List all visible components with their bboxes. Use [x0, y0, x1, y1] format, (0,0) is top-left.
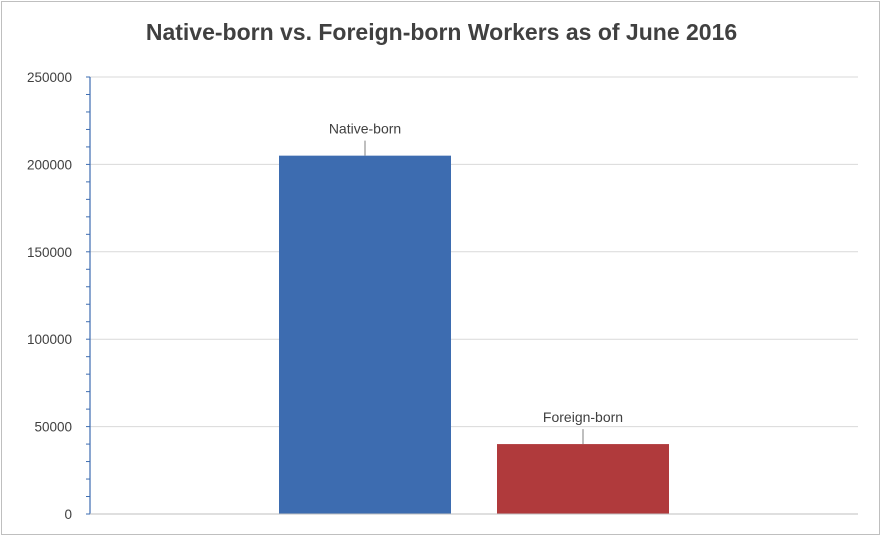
y-tick-label: 200000	[27, 157, 72, 172]
y-tick-label: 50000	[34, 420, 72, 435]
y-tick-label: 150000	[27, 245, 72, 260]
y-tick-label: 100000	[27, 332, 72, 347]
y-tick-label: 250000	[27, 70, 72, 85]
gridlines	[90, 76, 858, 428]
bars	[279, 155, 669, 514]
y-axis-ticks: 0 50000 100000 150000 200000 250000	[27, 70, 90, 522]
data-label: Foreign-born	[543, 409, 623, 425]
y-tick-label: 0	[64, 507, 72, 522]
data-label: Native-born	[329, 121, 401, 137]
chart-title: Native-born vs. Foreign-born Workers as …	[145, 19, 738, 45]
data-labels: Native-born Foreign-born	[329, 121, 623, 445]
bar-native-born	[279, 155, 451, 514]
bar-foreign-born	[497, 444, 669, 514]
